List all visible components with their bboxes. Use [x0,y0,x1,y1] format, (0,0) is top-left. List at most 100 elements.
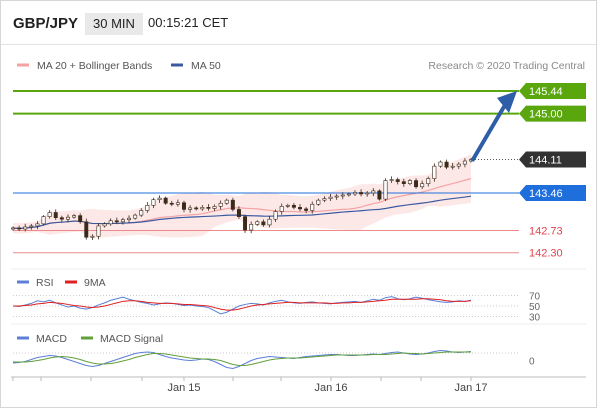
candle-up [188,207,193,210]
macd-panel: 0 [12,349,535,370]
candlesticks [11,157,473,241]
macd-legend-label: MACD [36,333,67,345]
rsi-legend: RSI 9MA [17,277,106,289]
rsi-legend-label: RSI [36,277,54,289]
projection-arrow-shaft [471,102,507,162]
bollinger-band-area [13,154,471,238]
candle-up [285,205,290,207]
candle-up [212,206,217,209]
projection-arrow [471,90,517,162]
header-divider [1,44,596,45]
candle-up [255,221,260,225]
level-label-pivot: 143.46 [529,188,563,200]
candle-up [340,194,345,197]
chart-legend: MA 20 + Bollinger Bands MA 50 Research ©… [17,60,585,72]
ma50-legend-label: MA 50 [191,60,221,72]
x-axis-label: Jan 16 [314,382,347,394]
candle-up [23,226,28,230]
candle-up [346,193,351,196]
candle-up [224,199,229,204]
candle-up [11,227,15,230]
x-axis-label: Jan 15 [167,382,200,394]
candle-down [84,221,89,238]
key-level-labels: 145.44 145.00 144.11 143.46 142.73 142.30 [519,82,586,260]
candle-down [304,208,309,211]
candle-up [383,180,388,200]
chart-header: GBP/JPY 30 MIN 00:15:21 CET [1,1,596,45]
candle-up [35,223,40,227]
macd-signal-line [13,351,471,366]
candle-up [462,160,467,165]
candle-up [90,235,95,238]
key-level-lines [13,89,519,254]
candle-up [456,163,461,167]
candle-up [334,195,339,198]
candle-up [273,211,278,220]
level-tag-last [519,151,586,168]
candle-down [182,202,186,210]
currency-pair-title: GBP/JPY [13,15,79,32]
candle-up [426,178,431,184]
candle-up [47,212,52,217]
candle-down [395,179,400,182]
level-label-support: 142.73 [529,226,563,238]
candle-up [145,205,150,211]
timeframe-badge[interactable]: 30 MIN [85,13,143,35]
candle-down [17,227,22,230]
candle-up [328,196,333,199]
rsi-tick-label: 50 [529,302,541,313]
candle-down [298,207,302,210]
candle-up [365,192,370,195]
candle-down [414,180,419,188]
macd-legend: MACD MACD Signal [17,333,163,345]
candle-up [139,210,144,216]
candle-down [59,217,64,220]
macd-tick-label: 0 [529,357,535,368]
candle-up [218,202,223,207]
candle-up [175,202,180,205]
candle-up [279,206,284,212]
candle-up [200,207,205,210]
candle-up [96,225,101,237]
moving-averages [12,177,472,230]
timestamp: 00:15:21 CET [148,15,229,30]
candle-up [407,180,412,184]
level-label-support: 142.30 [529,248,563,260]
candle-up [108,220,113,225]
projection-arrow-head [497,90,517,113]
ma20-legend-label: MA 20 + Bollinger Bands [37,60,152,72]
candle-down [114,220,119,223]
candle-up [371,190,376,194]
level-label-resistance: 145.00 [529,109,563,121]
candle-up [316,199,321,205]
candle-down [163,197,168,204]
rsi-tick-label: 30 [529,312,541,323]
candle-up [65,216,70,220]
rsi-ma-line [13,298,472,311]
level-label-resistance: 145.44 [529,86,563,98]
candle-down [194,207,199,210]
candle-up [267,218,272,226]
candle-down [53,212,58,218]
candle-down [261,221,266,226]
candle-up [249,224,254,231]
candle-down [169,202,174,205]
candle-down [377,190,382,200]
x-axis: Jan 15 Jan 16 Jan 17 [12,377,488,394]
ma50-line [12,195,472,230]
candle-down [243,216,248,231]
candle-up [157,197,162,200]
candle-up [438,161,443,167]
candle-up [450,165,455,168]
candle-up [41,216,46,225]
candle-up [29,225,34,228]
candle-up [102,223,107,227]
candle-up [310,203,315,211]
candle-up [133,214,138,219]
macd-signal-legend-label: MACD Signal [100,333,163,345]
candle-down [444,161,449,168]
research-credit: Research © 2020 Trading Central [428,60,585,72]
candle-down [236,209,241,217]
x-axis-label: Jan 17 [454,382,487,394]
